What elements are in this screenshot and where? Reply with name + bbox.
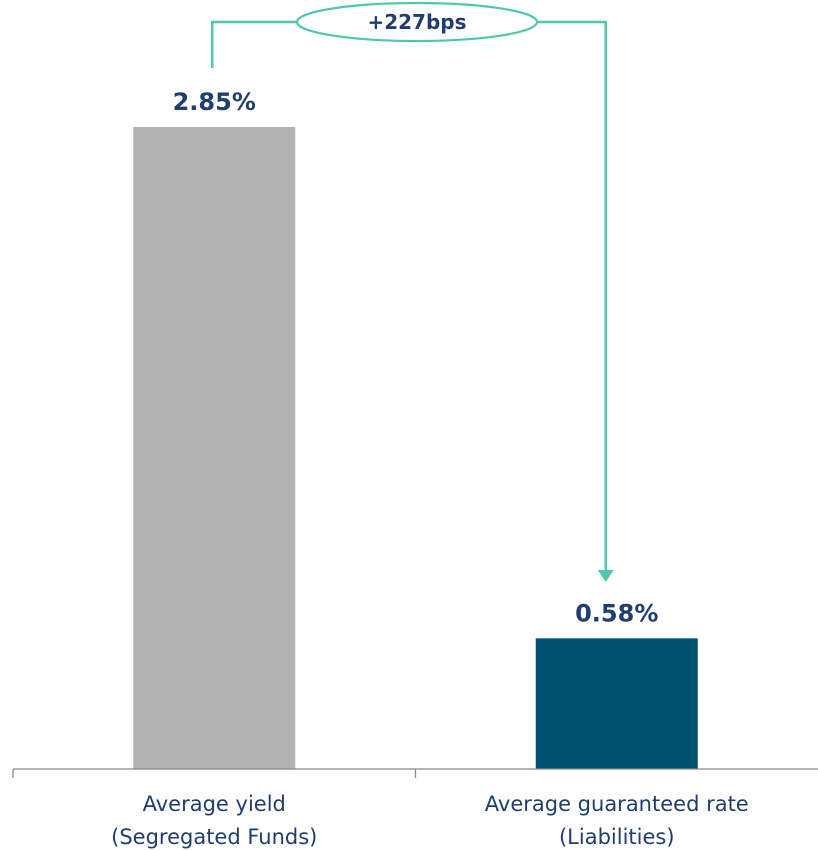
bar-0 <box>133 127 296 769</box>
annotation-bubble <box>295 1 539 43</box>
value-label-0: 2.85% <box>173 88 256 116</box>
connector-right <box>537 20 607 572</box>
value-label-1: 0.58% <box>575 599 658 627</box>
bars-layer <box>133 127 698 769</box>
category-label-1-line-1: (Liabilities) <box>559 825 675 849</box>
category-label-0-line-1: (Segregated Funds) <box>111 825 317 849</box>
connector-left <box>211 20 297 68</box>
arrow-head-icon <box>597 570 614 582</box>
bar-1 <box>535 638 698 769</box>
x-axis <box>12 768 818 778</box>
category-label-1-line-0: Average guaranteed rate <box>485 792 749 816</box>
labels-layer: 2.85% Average yield (Segregated Funds) 0.58… <box>111 88 749 849</box>
category-label-0-line-0: Average yield <box>143 792 286 816</box>
annotation-label: +227bps <box>367 10 466 34</box>
difference-annotation: +227bps <box>211 1 614 582</box>
